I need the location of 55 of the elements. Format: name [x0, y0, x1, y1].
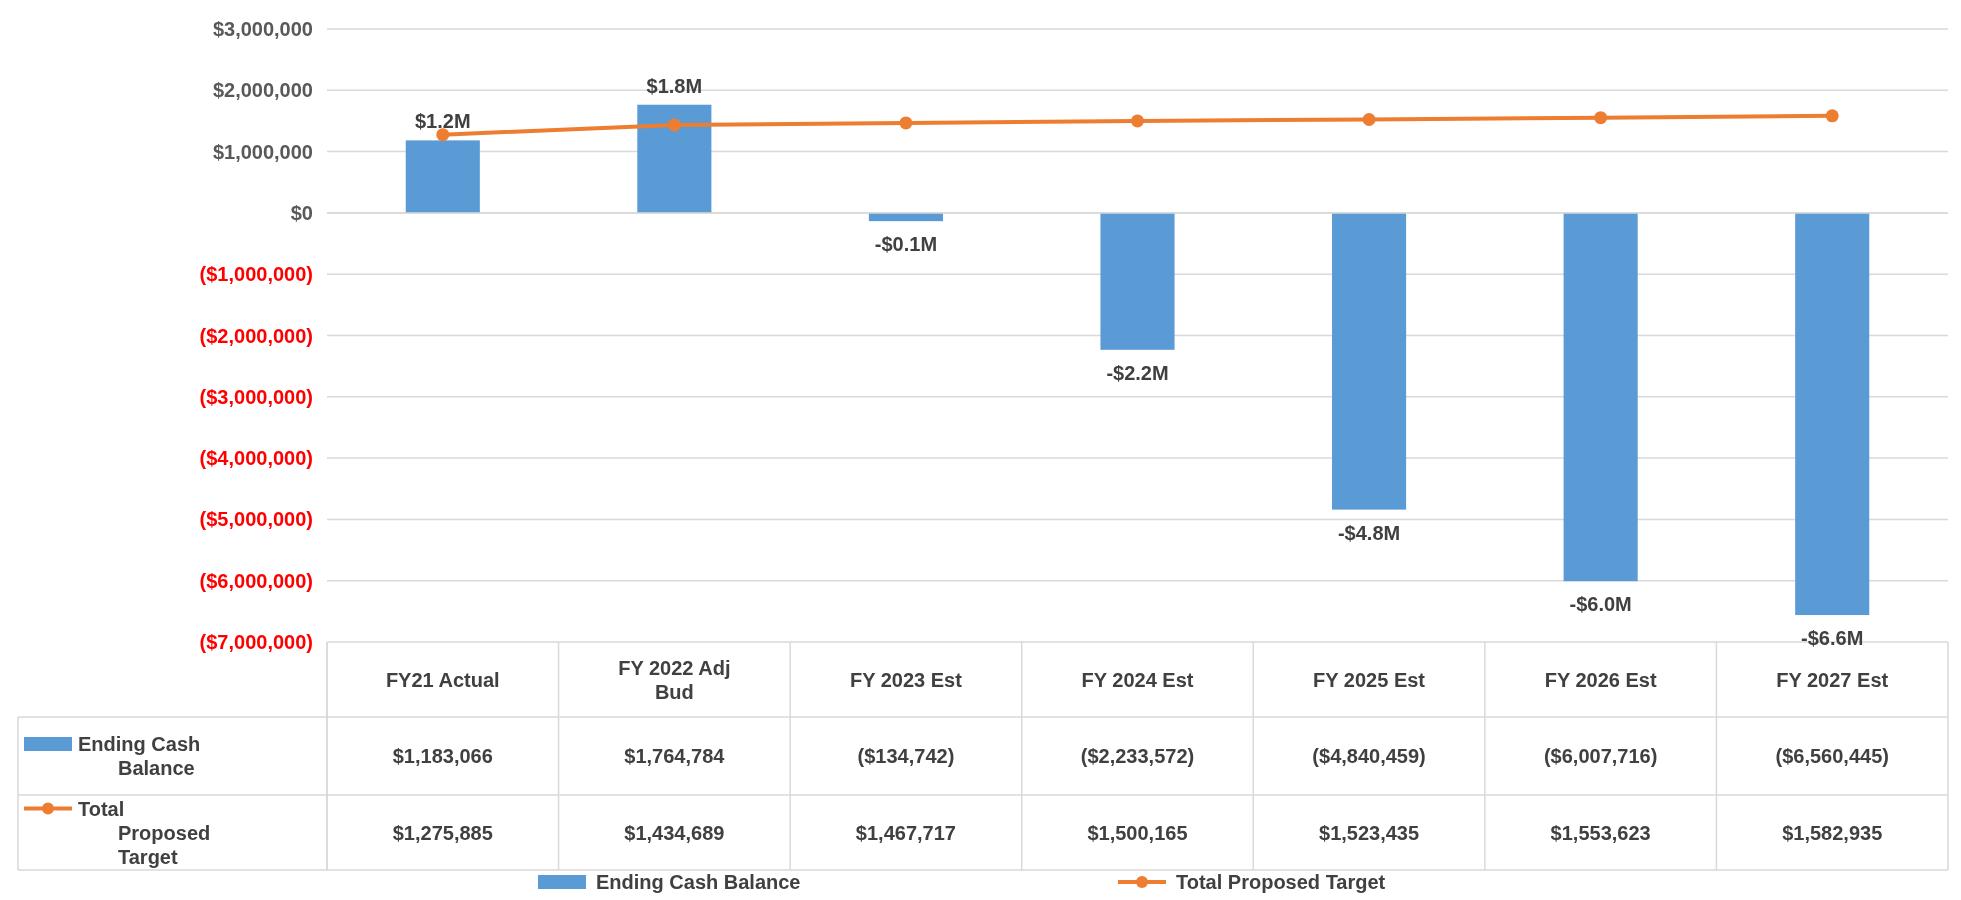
text: $1,523,435	[1319, 821, 1420, 844]
point	[1594, 111, 1608, 125]
y-tick-label: $0	[290, 201, 313, 224]
y-tick-label: ($4,000,000)	[199, 447, 313, 470]
y-tick-label: ($1,000,000)	[199, 263, 313, 286]
x-tick-label: FY 2022 Adj Bud	[618, 656, 731, 703]
data-label: -$2.2M	[1106, 361, 1169, 384]
point	[899, 116, 913, 130]
x-tick-label: FY 2025 Est	[1313, 668, 1426, 691]
text: $1,275,885	[392, 821, 493, 844]
text: $1,434,689	[624, 821, 725, 844]
data-label: -$6.0M	[1569, 593, 1632, 616]
y-tick-label: ($7,000,000)	[199, 631, 313, 653]
text: ($6,560,445)	[1775, 745, 1889, 767]
data-label: -$6.6M	[1801, 627, 1864, 650]
y-tick-label: $3,000,000	[212, 18, 313, 40]
text: Ending Cash Balance	[596, 871, 801, 893]
text: $1,467,717	[855, 821, 956, 844]
data-label: -$4.8M	[1337, 521, 1401, 544]
x-tick-label: FY 2023 Est	[849, 668, 963, 691]
y-tick-label: ($6,000,000)	[199, 569, 313, 592]
x-tick-label: FY21 Actual	[385, 668, 500, 691]
text: $1,500,165	[1087, 821, 1188, 844]
text: ($2,233,572)	[1080, 745, 1195, 767]
data-label: -$0.1M	[874, 233, 938, 256]
bar	[637, 104, 712, 213]
y-tick-label: $2,000,000	[212, 79, 313, 102]
x-tick-label: FY 2027 Est	[1776, 668, 1889, 691]
text: $1,183,066	[392, 745, 493, 767]
y-tick-label: $1,000,000	[212, 140, 313, 163]
y-tick-label: ($2,000,000)	[199, 324, 313, 347]
text: $1,553,623	[1550, 821, 1651, 844]
data-label: $1.8M	[646, 74, 703, 97]
text: Total Proposed Target	[1176, 871, 1386, 893]
bar	[1563, 212, 1638, 582]
point	[667, 118, 681, 132]
bar	[1100, 212, 1175, 350]
legend-label: Ending Cash Balance	[78, 733, 201, 779]
bar	[1795, 212, 1870, 616]
bar	[405, 140, 480, 213]
point	[1825, 109, 1839, 123]
bar	[1332, 212, 1407, 510]
point	[1131, 114, 1144, 128]
text: ($4,840,459)	[1312, 745, 1426, 767]
text: ($134,742)	[857, 745, 955, 767]
data-label: $1.2M	[414, 110, 471, 133]
y-tick-label: ($3,000,000)	[199, 385, 313, 408]
point	[1362, 113, 1376, 127]
text: ($6,007,716)	[1543, 745, 1658, 767]
text: $1,582,935	[1782, 821, 1883, 844]
y-tick-label: ($5,000,000)	[199, 508, 313, 531]
x-tick-label: FY 2024 Est	[1081, 668, 1194, 691]
text: $1,764,784	[624, 745, 726, 767]
legend-label: Total Proposed Target	[78, 797, 211, 868]
x-tick-label: FY 2026 Est	[1544, 668, 1657, 691]
